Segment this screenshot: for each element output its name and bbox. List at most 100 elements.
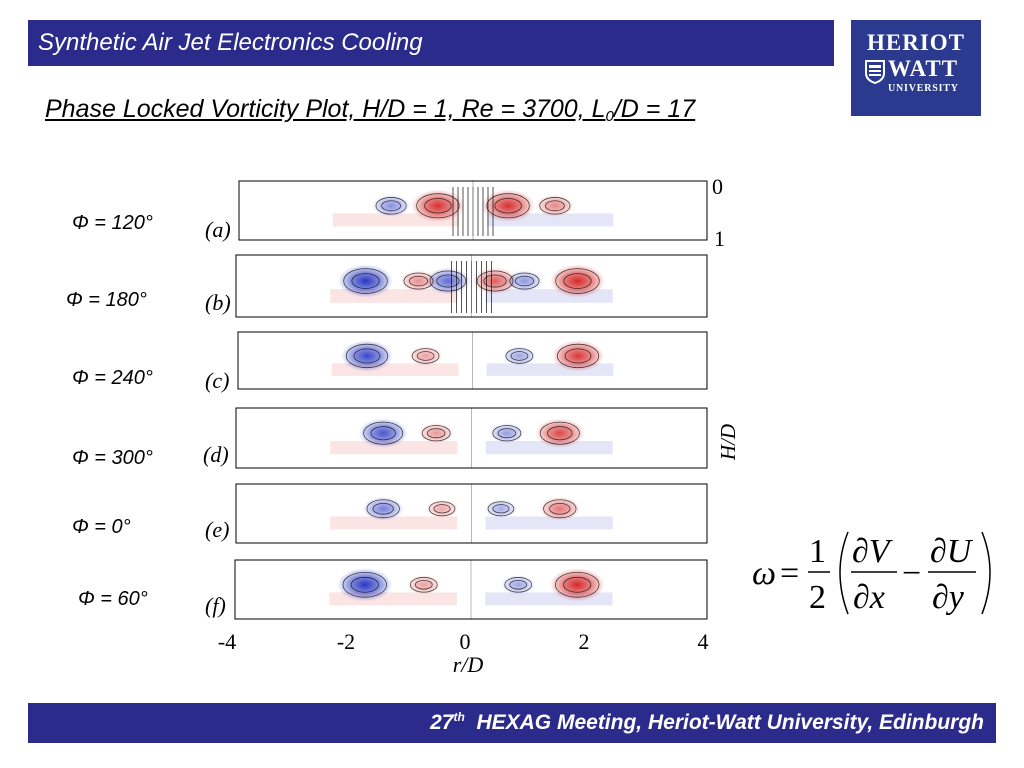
panel-f-contour-1: [554, 571, 600, 598]
panel-letter-e: (e): [205, 517, 230, 542]
panel-letter-b: (b): [205, 290, 231, 315]
panel-e-vortex-1: [539, 496, 581, 521]
panel-letter-f: (f): [205, 593, 226, 618]
panel-c-contour-inner-0: [353, 348, 381, 364]
panel-c-contour-inner-3: [510, 351, 529, 361]
phase-label-b: Φ = 180°: [66, 289, 147, 311]
panel-f-contour-inner-0: [350, 576, 379, 593]
y-tick-label-top: 0: [712, 174, 723, 199]
panel-a-vortex-2: [372, 194, 410, 217]
panel-c-contour-0: [345, 343, 389, 369]
panel-e-shear-right: [485, 516, 613, 530]
panel-d-shear-right: [485, 441, 613, 455]
footer-meeting: HEXAG Meeting, Heriot-Watt University, E…: [476, 711, 984, 734]
panel-e-contour-inner-1: [549, 502, 571, 515]
panel-e-vortex-0: [362, 496, 404, 521]
panel-c-contour-3: [505, 348, 534, 364]
panel-c-vortex-3: [502, 346, 537, 366]
panel-b-vortex-1: [550, 264, 605, 298]
eq-num-one: 1: [809, 533, 826, 570]
x-tick-label: -4: [218, 629, 236, 654]
y-tick-label-bottom: 1: [714, 226, 725, 251]
logo-line-watt: WATT: [888, 56, 959, 81]
panel-a-vortex-3: [536, 194, 574, 217]
slide-title: Synthetic Air Jet Electronics Cooling: [38, 29, 423, 56]
panel-a-contour-inner-3: [545, 200, 565, 212]
phase-label-e: Φ = 0°: [72, 516, 131, 538]
vorticity-equation: ω = 1 2 ∂V ∂x − ∂U ∂y: [752, 531, 991, 616]
panel-b-contour-5: [509, 272, 540, 290]
panel-c-contour-2: [411, 348, 440, 364]
panel-b-contour-inner-3: [483, 274, 507, 288]
panel-b-vortex-4: [400, 270, 437, 292]
panel-b-contour-4: [403, 272, 434, 290]
panel-e-shear-left: [330, 516, 458, 530]
panel-a-contour-inner-2: [381, 200, 401, 212]
eq-right-paren: [981, 531, 991, 615]
x-tick-label: 4: [698, 629, 709, 654]
panel-e-vortex-3: [484, 499, 518, 519]
panel-letter-d: (d): [203, 442, 229, 467]
panel-d-vortex-3: [489, 422, 525, 444]
phase-label-d: Φ = 300°: [72, 447, 153, 469]
panel-f-contour-inner-2: [414, 579, 433, 590]
panel-d-vortex-2: [418, 422, 454, 444]
panel-f-contour-inner-1: [563, 576, 592, 593]
panel-c-contour-1: [556, 343, 600, 369]
panel-frame-f: [234, 559, 708, 620]
subtitle-main: Phase Locked Vorticity Plot, H/D = 1, Re…: [45, 95, 606, 123]
x-tick-label: 2: [579, 629, 590, 654]
panel-letter-a: (a): [205, 217, 231, 242]
panel-f-vortex-0: [337, 568, 393, 602]
y-axis-label: H/D: [716, 424, 740, 461]
panel-d-contour-inner-2: [427, 428, 446, 439]
panel-frame-e: [235, 483, 708, 544]
panel-f-contour-2: [409, 577, 438, 593]
panel-a-contour-3: [539, 197, 571, 215]
logo-line-university: UNIVERSITY: [888, 83, 959, 94]
panel-d-vortex-0: [358, 418, 408, 448]
eq-equals: =: [780, 555, 799, 592]
eq-dy: ∂y: [932, 579, 965, 616]
panel-d-contour-3: [492, 425, 522, 442]
panel-b-contour-inner-0: [351, 273, 380, 289]
panel-a-vortex-1: [481, 189, 535, 222]
panel-e-contour-3: [487, 501, 515, 517]
panel-e-contour-inner-3: [492, 504, 510, 514]
panel-frame-d: [235, 407, 708, 469]
panel-b-vortex-0: [338, 264, 393, 298]
panel-c-vortex-1: [552, 340, 604, 372]
x-tick-label: 0: [460, 629, 471, 654]
panel-e-contour-inner-0: [372, 502, 394, 515]
panel-c-contour-inner-2: [416, 351, 435, 361]
footer-bar: 27th HEXAG Meeting, Heriot-Watt Universi…: [28, 703, 996, 743]
panel-c-vortex-0: [341, 340, 393, 372]
logo-line-heriot: HERIOT: [866, 30, 966, 55]
panel-c-contour-inner-1: [564, 348, 592, 364]
panel-a-contour-inner-1: [494, 198, 522, 214]
panel-b-contour-inner-5: [514, 275, 534, 287]
panel-letter-c: (c): [205, 368, 230, 393]
phase-label-a: Φ = 120°: [72, 212, 153, 234]
eq-omega: ω: [752, 555, 776, 592]
panel-f-vortex-3: [501, 574, 535, 595]
panel-d-contour-1: [539, 421, 580, 445]
panel-f-contour-0: [342, 571, 388, 598]
panel-e-contour-inner-2: [433, 504, 451, 514]
panel-b-vortex-5: [506, 270, 543, 292]
panel-b-contour-inner-4: [409, 275, 429, 287]
university-logo: HERIOT WATT UNIVERSITY: [851, 20, 981, 116]
eq-dx: ∂x: [853, 579, 885, 616]
panel-e-vortex-2: [425, 499, 459, 519]
eq-minus: −: [902, 555, 921, 592]
eq-den-two: 2: [809, 579, 826, 616]
subtitle-tail: /D = 17: [613, 95, 696, 123]
panel-b-contour-1: [555, 268, 600, 294]
panel-e-contour-2: [428, 501, 456, 517]
panel-d-contour-0: [363, 421, 404, 445]
panel-d-contour-inner-3: [497, 428, 516, 439]
panel-frame-b: [235, 254, 708, 318]
panel-f-vortex-2: [407, 574, 441, 595]
panel-e-contour-0: [366, 499, 400, 519]
